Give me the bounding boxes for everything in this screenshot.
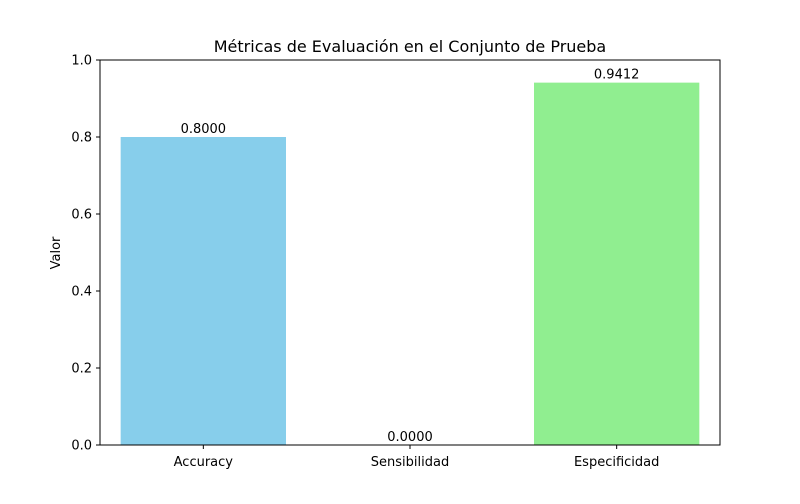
bar-accuracy	[120, 137, 287, 445]
plot-area: 0.8000 0.0000 0.9412 0.0 0.2 0.4 0.6 0.8 1.0 Accu…	[71, 54, 721, 470]
y-tick-label: 0.0	[71, 439, 92, 454]
x-tick-label: Especificidad	[574, 455, 659, 470]
y-tick-label: 0.4	[71, 285, 92, 300]
y-tick-label: 0.6	[71, 208, 92, 223]
y-tick-label: 0.2	[71, 362, 92, 377]
bar-especificidad	[534, 82, 700, 445]
bar-value-label: 0.0000	[387, 430, 433, 445]
x-tick-label: Sensibilidad	[371, 455, 449, 470]
y-tick-label: 1.0	[71, 54, 92, 69]
y-tick-label: 0.8	[71, 131, 92, 146]
bar-value-label: 0.8000	[181, 122, 227, 137]
x-tick-label: Accuracy	[174, 455, 234, 470]
chart-title: Métricas de Evaluación en el Conjunto de…	[214, 37, 606, 56]
bar-value-label: 0.9412	[594, 68, 640, 83]
y-axis-label: Valor	[49, 236, 64, 269]
